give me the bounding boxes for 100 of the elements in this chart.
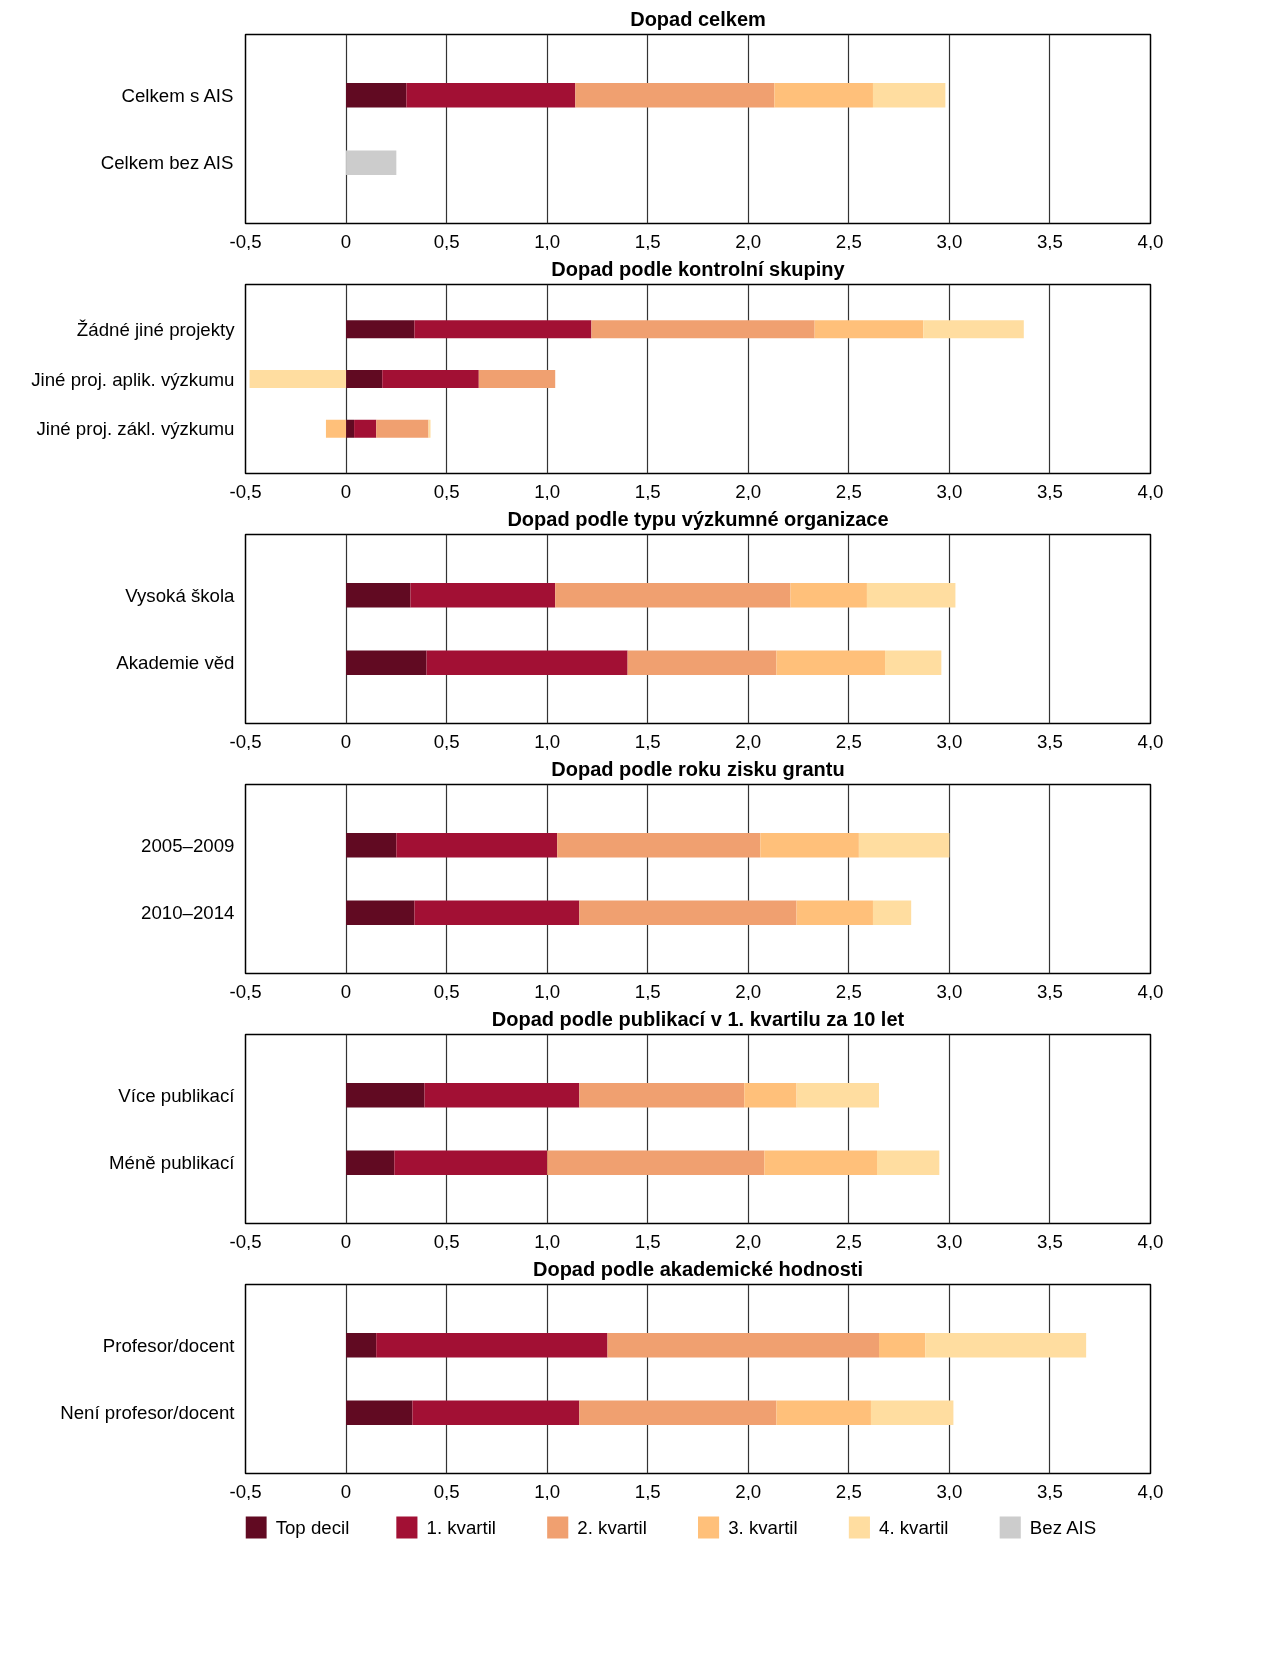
x-tick-label: 1,5 — [634, 1480, 661, 1502]
x-tick-label: 0 — [340, 1230, 352, 1252]
legend-label: 3. kvartil — [728, 1517, 798, 1538]
bar — [478, 370, 556, 388]
x-tick-label: 2,0 — [735, 730, 762, 752]
bar — [796, 900, 873, 925]
bar — [885, 650, 942, 675]
bar — [376, 1333, 608, 1358]
bar — [879, 1333, 926, 1358]
chart-title: Dopad celkem — [630, 7, 766, 30]
y-tick-label: Žádné jiné projekty — [76, 318, 236, 340]
x-tick-label: 2,5 — [835, 980, 862, 1002]
x-tick-label: 1,5 — [634, 980, 661, 1002]
bar — [346, 1083, 425, 1108]
x-tick-label: 1,5 — [634, 1230, 661, 1252]
y-tick-label: Jiné proj. aplik. výzkumu — [31, 368, 235, 390]
bar — [346, 370, 383, 388]
x-tick-label: 2,5 — [835, 230, 862, 252]
y-tick-label: Není profesor/docent — [60, 1402, 236, 1424]
x-tick-label: 0 — [340, 480, 352, 502]
y-tick-label: Celkem s AIS — [121, 84, 234, 106]
x-tick-label: 0,5 — [433, 480, 460, 502]
y-tick-label: Profesor/docent — [102, 1334, 236, 1356]
x-tick-label: 0,5 — [433, 980, 460, 1002]
bar — [579, 900, 797, 925]
x-tick-label: 4,0 — [1137, 480, 1164, 502]
x-tick-label: 0,5 — [433, 730, 460, 752]
x-tick-label: 3,5 — [1036, 980, 1063, 1002]
bar — [744, 1083, 797, 1108]
y-tick-label: 2010–2014 — [141, 902, 235, 924]
x-tick-label: 2,5 — [835, 730, 862, 752]
x-tick-label: 3,5 — [1036, 730, 1063, 752]
x-tick-label: 4,0 — [1137, 230, 1164, 252]
bar — [547, 1150, 765, 1175]
bar — [382, 370, 479, 388]
bar — [872, 900, 912, 925]
x-tick-label: 3,0 — [936, 730, 963, 752]
bar — [627, 650, 777, 675]
legend-label: 4. kvartil — [879, 1517, 949, 1538]
x-tick-label: 0,5 — [433, 1230, 460, 1252]
bar — [925, 1333, 1087, 1358]
y-tick-label: 2005–2009 — [141, 834, 235, 856]
x-tick-label: 4,0 — [1137, 1480, 1164, 1502]
bar — [394, 1150, 548, 1175]
bar — [346, 419, 355, 438]
x-tick-label: 0 — [340, 980, 352, 1002]
y-tick-label: Celkem bez AIS — [100, 152, 234, 174]
x-tick-label: 3,5 — [1036, 1230, 1063, 1252]
bar — [346, 320, 415, 339]
chart-title: Dopad podle akademické hodnosti — [532, 1257, 864, 1280]
bar — [426, 650, 628, 675]
chart-title: Dopad podle roku zisku grantu — [551, 757, 845, 780]
bar — [557, 833, 761, 858]
bar — [346, 650, 427, 675]
x-tick-label: 0 — [340, 230, 352, 252]
legend-label: 1. kvartil — [426, 1517, 496, 1538]
bar — [414, 320, 592, 339]
bar — [760, 833, 859, 858]
x-tick-label: 2,0 — [735, 1230, 762, 1252]
bar — [410, 583, 556, 608]
x-tick-label: 2,5 — [835, 1480, 862, 1502]
x-tick-label: 4,0 — [1137, 1230, 1164, 1252]
x-tick-label: 1,0 — [534, 730, 561, 752]
bar — [346, 833, 397, 858]
bar — [776, 650, 886, 675]
legend-label: Top decil — [275, 1517, 350, 1538]
x-tick-label: 2,5 — [835, 1230, 862, 1252]
x-tick-label: 4,0 — [1137, 980, 1164, 1002]
bar — [325, 419, 347, 438]
bar — [923, 320, 1024, 339]
x-tick-label: 1,5 — [634, 480, 661, 502]
x-tick-label: 2,0 — [735, 230, 762, 252]
x-tick-label: 3,5 — [1036, 480, 1063, 502]
bar — [814, 320, 924, 339]
legend-label: Bez AIS — [1029, 1517, 1097, 1538]
bar — [424, 1083, 580, 1108]
x-tick-label: 1,0 — [534, 980, 561, 1002]
chart-title: Dopad podle typu výzkumné organizace — [507, 507, 889, 530]
x-tick-label: -0,5 — [229, 1480, 262, 1502]
y-tick-label: Jiné proj. zákl. výzkumu — [36, 418, 235, 440]
bar — [412, 1400, 580, 1425]
x-tick-label: 1,0 — [534, 1230, 561, 1252]
x-tick-label: 1,0 — [534, 230, 561, 252]
bar — [579, 1400, 777, 1425]
x-tick-label: 0 — [340, 730, 352, 752]
x-tick-label: -0,5 — [229, 480, 262, 502]
x-tick-label: -0,5 — [229, 730, 262, 752]
bar — [346, 1150, 395, 1175]
bar — [346, 1333, 377, 1358]
y-tick-label: Méně publikací — [109, 1152, 236, 1174]
x-tick-label: 3,0 — [936, 480, 963, 502]
x-tick-label: 3,0 — [936, 1230, 963, 1252]
x-tick-label: 0,5 — [433, 1480, 460, 1502]
x-tick-label: 1,5 — [634, 230, 661, 252]
x-tick-label: 0,5 — [433, 230, 460, 252]
x-tick-label: -0,5 — [229, 230, 262, 252]
x-tick-label: 3,5 — [1036, 1480, 1063, 1502]
bar — [346, 1400, 413, 1425]
x-tick-label: 3,0 — [936, 230, 963, 252]
x-tick-label: 1,5 — [634, 730, 661, 752]
